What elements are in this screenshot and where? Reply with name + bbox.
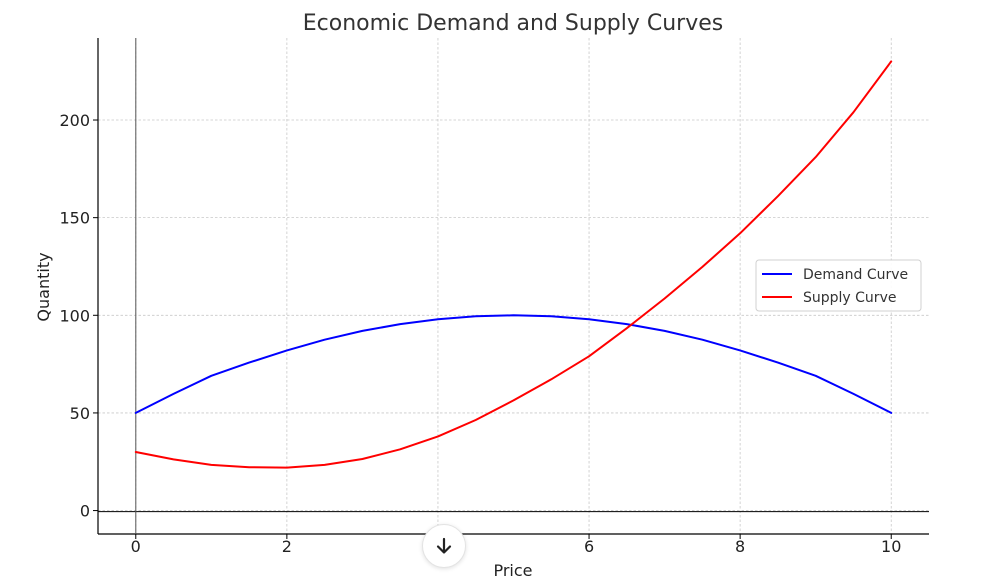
y-tick-label: 100 [59, 306, 90, 325]
y-tick-label: 0 [80, 502, 90, 521]
legend-label: Supply Curve [803, 290, 896, 306]
x-axis-label: Price [493, 561, 532, 580]
arrow-down-icon [436, 537, 452, 554]
x-tick-label: 10 [881, 537, 901, 556]
x-tick-label: 2 [282, 537, 292, 556]
x-tick-label: 6 [584, 537, 594, 556]
y-tick-label: 200 [59, 111, 90, 130]
legend-label: Demand Curve [803, 267, 908, 283]
x-tick-label: 8 [735, 537, 745, 556]
series [134, 60, 893, 469]
y-tick-label: 150 [59, 209, 90, 228]
legend-box [755, 259, 922, 312]
x-tick-label: 0 [131, 537, 141, 556]
y-tick-label: 50 [70, 404, 90, 423]
chart-title: Economic Demand and Supply Curves [303, 11, 724, 36]
series-line-demand-curve [134, 314, 893, 414]
scroll-down-button[interactable] [422, 524, 466, 568]
y-axis-label: Quantity [34, 252, 53, 321]
legend: Demand Curve Supply Curve [755, 259, 922, 312]
series-line-supply-curve [134, 60, 893, 469]
